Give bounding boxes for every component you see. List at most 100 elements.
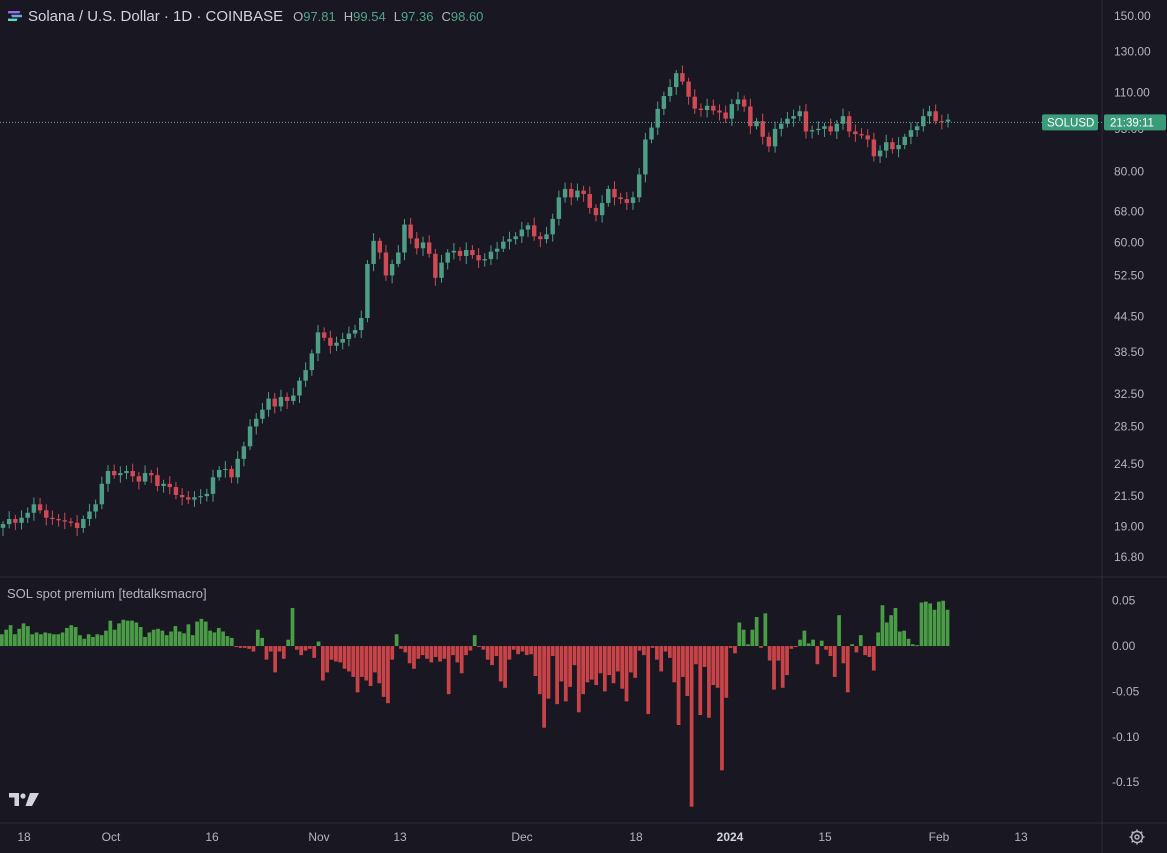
premium-bar [290, 607, 295, 647]
premium-bar [889, 615, 893, 647]
premium-bar [286, 639, 291, 647]
premium-bar [798, 639, 802, 647]
premium-bar [82, 638, 87, 647]
candle [618, 192, 623, 204]
candle [235, 451, 240, 484]
premium-bar [642, 646, 646, 656]
candle [562, 182, 568, 203]
premium-bar [26, 626, 30, 647]
candle [37, 497, 43, 514]
premium-bar [73, 627, 78, 647]
candle-body [340, 338, 345, 343]
premium-bar [394, 634, 399, 647]
premium-bar [156, 628, 160, 647]
premium-bar [707, 646, 711, 718]
candle-body [377, 240, 382, 253]
time-tick-label: 18 [17, 830, 31, 844]
candle-body [618, 197, 623, 200]
price-tick-label: 68.00 [1114, 205, 1144, 219]
candle-body [692, 96, 697, 109]
candle-body [525, 225, 531, 230]
candle-body [859, 134, 864, 136]
candle [735, 91, 741, 111]
premium-bar [637, 646, 642, 651]
candle-body [587, 193, 592, 208]
premium-bar [429, 646, 434, 663]
premium-bar [160, 630, 165, 647]
premium-bar [646, 646, 651, 715]
price-tick-label: 38.50 [1114, 345, 1144, 359]
candle [680, 65, 685, 85]
candle-body [111, 470, 117, 476]
premium-bar [134, 622, 139, 647]
countdown-badge [1104, 114, 1166, 131]
symbol-title[interactable]: Solana / U.S. Dollar · 1D · COINBASE [28, 7, 284, 25]
candle [698, 103, 704, 117]
premium-bar [672, 646, 677, 683]
indicator-title[interactable]: SOL spot premium [tedtalksmacro] [7, 586, 207, 601]
price-tick-label: 24.50 [1114, 457, 1144, 471]
candle-body [569, 188, 574, 198]
last-price-badge[interactable]: SOLUSD 21:39:11 [1042, 114, 1166, 131]
candle [791, 109, 796, 127]
candle [241, 441, 247, 467]
candle [439, 254, 444, 283]
candle [945, 113, 951, 128]
candle [346, 326, 352, 347]
candle-body [927, 111, 932, 117]
premium-bar [555, 646, 559, 705]
candle [797, 105, 802, 121]
candle [803, 104, 809, 139]
candle [223, 461, 228, 478]
premium-bar [516, 646, 520, 655]
candle-body [865, 135, 870, 140]
premium-bar [334, 646, 338, 662]
candle [908, 122, 914, 145]
premium-bar [559, 646, 564, 682]
candle-body [210, 477, 216, 494]
premium-bar [598, 646, 603, 674]
candle-body [846, 116, 852, 132]
time-tick-label: 18 [629, 830, 643, 844]
time-axis: 18 Oct 16 Nov 13 Dec 18 2024 15 Feb 13 [17, 830, 1028, 844]
ohlc-close: C98.60 [441, 8, 484, 24]
candle [896, 137, 901, 158]
premium-bar [182, 633, 186, 647]
candle [606, 185, 611, 207]
premium-bar [602, 646, 607, 692]
premium-bar [611, 646, 616, 684]
premium-bar [229, 637, 234, 647]
premium-bar [746, 644, 750, 647]
candle [161, 479, 166, 493]
premium-bar [624, 646, 629, 702]
premium-bar [147, 632, 152, 647]
candle-body [383, 252, 389, 276]
tradingview-logo-icon[interactable] [8, 790, 40, 813]
candle-body [476, 255, 481, 261]
candle [519, 221, 525, 243]
price-tick-label: 16.80 [1114, 550, 1144, 564]
candle-body [179, 494, 185, 498]
premium-bar [151, 629, 156, 647]
candle-body [853, 131, 858, 135]
candle [186, 491, 191, 504]
candle [383, 244, 389, 281]
candle-body [44, 510, 49, 518]
premium-bar [108, 620, 113, 647]
candle [655, 101, 660, 136]
candle [890, 138, 895, 154]
settings-gear-icon[interactable] [1128, 828, 1146, 846]
candlestick-series [0, 65, 951, 536]
candle [464, 242, 469, 264]
premium-bar [65, 627, 69, 647]
candle-body [334, 342, 339, 346]
premium-bar [138, 627, 143, 647]
candle-body [890, 142, 895, 150]
price-axis: 150.00 130.00 110.00 80.00 68.00 60.00 52.50 44… [1114, 9, 1151, 564]
candle-body [507, 239, 512, 242]
premium-bar [655, 646, 659, 660]
premium-bar [780, 646, 785, 688]
premium-bar [832, 646, 837, 677]
ohlc-high: H99.54 [343, 8, 386, 24]
